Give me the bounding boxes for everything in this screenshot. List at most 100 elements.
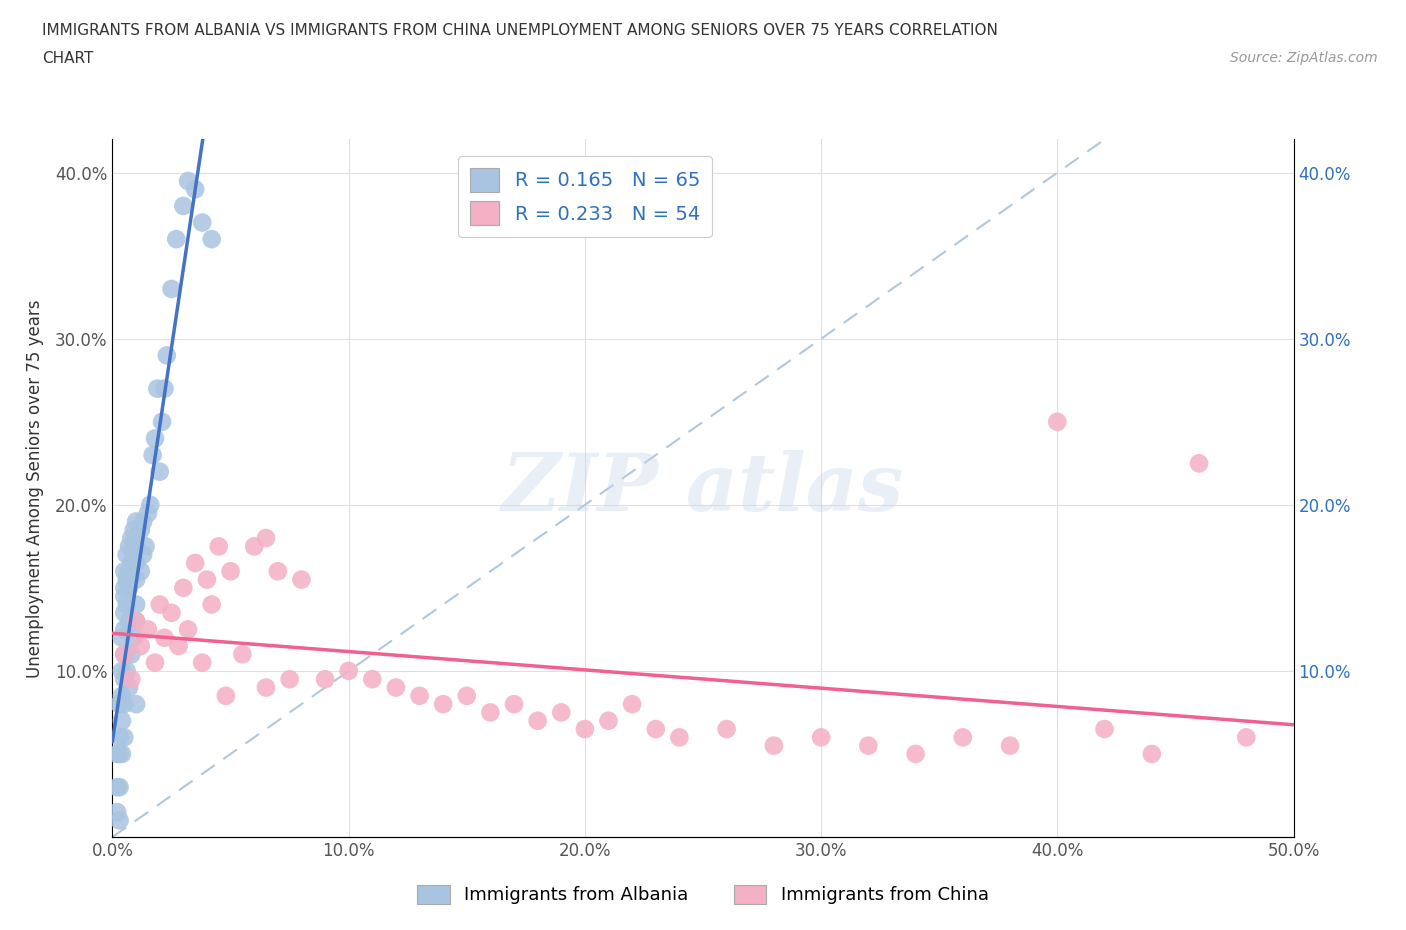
Point	[120, 647, 142, 662]
Point	[385, 680, 408, 695]
Point	[479, 705, 502, 720]
Point	[191, 215, 214, 230]
Point	[810, 730, 832, 745]
Point	[120, 531, 142, 546]
Point	[129, 639, 152, 654]
Point	[125, 514, 148, 529]
Legend: Immigrants from Albania, Immigrants from China: Immigrants from Albania, Immigrants from…	[411, 878, 995, 911]
Point	[290, 572, 312, 587]
Point	[231, 647, 253, 662]
Point	[118, 680, 141, 695]
Point	[526, 713, 548, 728]
Point	[1094, 722, 1116, 737]
Point	[105, 779, 128, 794]
Point	[129, 523, 152, 538]
Point	[112, 564, 135, 578]
Point	[644, 722, 666, 737]
Point	[267, 564, 290, 578]
Point	[254, 531, 277, 546]
Point	[172, 198, 194, 213]
Point	[160, 282, 183, 297]
Point	[184, 555, 207, 570]
Point	[219, 564, 242, 578]
Point	[112, 580, 135, 595]
Point	[1140, 747, 1163, 762]
Point	[668, 730, 690, 745]
Point	[254, 680, 277, 695]
Point	[574, 722, 596, 737]
Point	[136, 622, 159, 637]
Point	[108, 697, 131, 711]
Point	[112, 589, 135, 604]
Point	[118, 539, 141, 554]
Point	[1046, 415, 1069, 430]
Point	[122, 547, 145, 562]
Point	[143, 656, 166, 671]
Point	[550, 705, 572, 720]
Point	[160, 605, 183, 620]
Point	[150, 415, 173, 430]
Point	[215, 688, 238, 703]
Point	[858, 738, 880, 753]
Point	[143, 431, 166, 445]
Point	[153, 381, 176, 396]
Point	[146, 381, 169, 396]
Point	[125, 697, 148, 711]
Text: IMMIGRANTS FROM ALBANIA VS IMMIGRANTS FROM CHINA UNEMPLOYMENT AMONG SENIORS OVER: IMMIGRANTS FROM ALBANIA VS IMMIGRANTS FR…	[42, 23, 998, 38]
Point	[111, 713, 134, 728]
Point	[111, 747, 134, 762]
Point	[172, 580, 194, 595]
Point	[432, 697, 454, 711]
Point	[149, 464, 172, 479]
Point	[125, 597, 148, 612]
Point	[112, 622, 135, 637]
Point	[314, 671, 336, 686]
Point	[112, 605, 135, 620]
Point	[118, 614, 141, 629]
Legend: R = 0.165   N = 65, R = 0.233   N = 54: R = 0.165 N = 65, R = 0.233 N = 54	[458, 156, 711, 237]
Point	[177, 622, 200, 637]
Point	[716, 722, 738, 737]
Point	[998, 738, 1021, 753]
Point	[122, 631, 145, 645]
Point	[177, 174, 200, 189]
Point	[621, 697, 644, 711]
Point	[118, 580, 141, 595]
Point	[115, 572, 138, 587]
Point	[108, 779, 131, 794]
Point	[1234, 730, 1257, 745]
Point	[149, 597, 172, 612]
Point	[195, 572, 218, 587]
Point	[129, 564, 152, 578]
Point	[115, 597, 138, 612]
Text: Source: ZipAtlas.com: Source: ZipAtlas.com	[1230, 51, 1378, 65]
Point	[904, 747, 927, 762]
Point	[132, 547, 155, 562]
Point	[243, 539, 266, 554]
Point	[125, 614, 148, 629]
Point	[111, 688, 134, 703]
Y-axis label: Unemployment Among Seniors over 75 years: Unemployment Among Seniors over 75 years	[25, 299, 44, 677]
Point	[112, 671, 135, 686]
Point	[1188, 456, 1211, 471]
Point	[456, 688, 478, 703]
Point	[112, 647, 135, 662]
Point	[112, 730, 135, 745]
Point	[118, 564, 141, 578]
Point	[132, 514, 155, 529]
Point	[112, 697, 135, 711]
Point	[108, 730, 131, 745]
Point	[111, 663, 134, 678]
Point	[952, 730, 974, 745]
Point	[136, 506, 159, 521]
Point	[111, 631, 134, 645]
Point	[184, 182, 207, 197]
Point	[503, 697, 526, 711]
Point	[125, 539, 148, 554]
Point	[156, 348, 179, 363]
Point	[125, 555, 148, 570]
Point	[120, 555, 142, 570]
Point	[120, 671, 142, 686]
Text: CHART: CHART	[42, 51, 94, 66]
Text: ZIP atlas: ZIP atlas	[502, 449, 904, 527]
